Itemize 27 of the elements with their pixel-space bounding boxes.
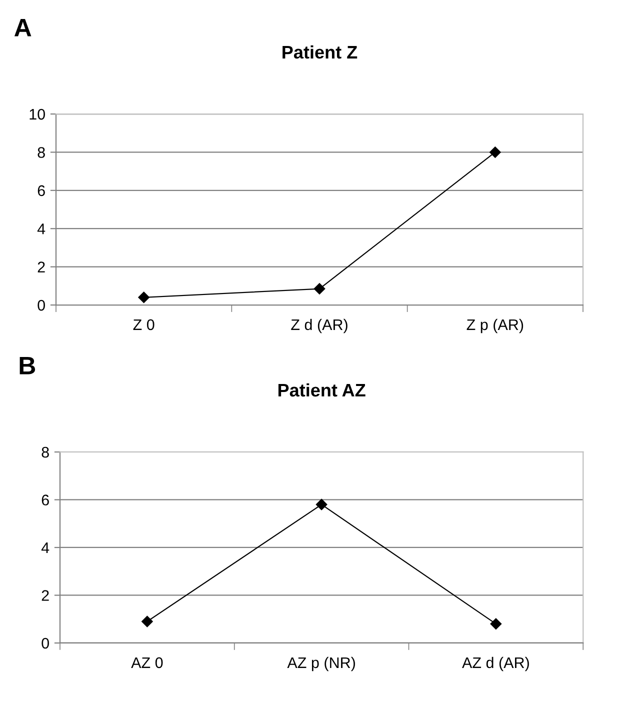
y-tick-label: 8 bbox=[42, 446, 49, 458]
x-tick-label: AZ d (AR) bbox=[462, 656, 529, 672]
y-tick-label: 0 bbox=[42, 638, 49, 649]
x-tick-label: AZ p (NR) bbox=[287, 656, 355, 672]
point bbox=[490, 618, 502, 630]
y-tick-label: 6 bbox=[38, 185, 45, 196]
y-tick-label: 6 bbox=[42, 494, 49, 506]
point bbox=[142, 616, 153, 628]
text: A bbox=[14, 19, 32, 36]
y-tick-label: 0 bbox=[38, 300, 45, 311]
x-tick-label: Z 0 bbox=[133, 319, 154, 330]
x-tick-label: Z d (AR) bbox=[291, 318, 348, 334]
y-tick-label: 8 bbox=[38, 147, 45, 158]
chart-title: Patient AZ bbox=[278, 383, 366, 397]
chart-title: Patient Z bbox=[282, 45, 358, 59]
y-tick-label: 10 bbox=[30, 108, 45, 120]
y-tick-label: 2 bbox=[38, 262, 45, 272]
y-tick-label: 2 bbox=[42, 590, 49, 601]
y-tick-label: 4 bbox=[37, 224, 46, 234]
x-tick-label: AZ 0 bbox=[131, 657, 163, 668]
text: B bbox=[20, 357, 36, 374]
point bbox=[314, 283, 326, 294]
x-tick-label: Z p (AR) bbox=[466, 318, 524, 334]
point bbox=[316, 498, 328, 510]
y-tick-label: 4 bbox=[41, 542, 50, 554]
point bbox=[490, 146, 501, 158]
point bbox=[138, 292, 150, 303]
